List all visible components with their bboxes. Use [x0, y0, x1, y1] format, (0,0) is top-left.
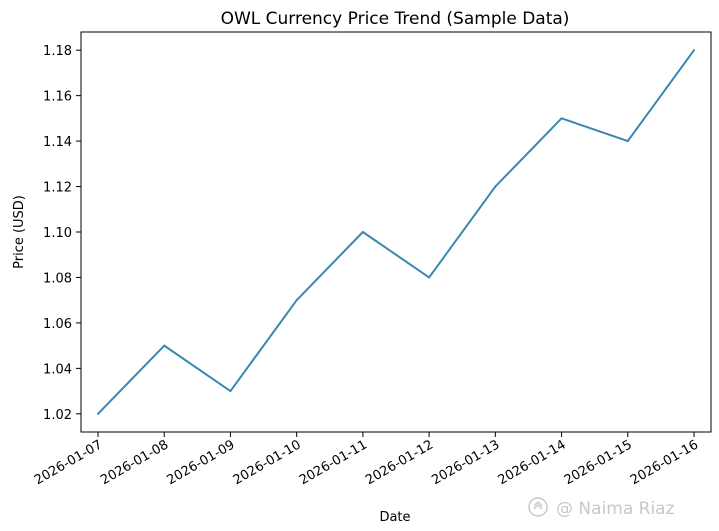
series-layer	[97, 49, 695, 415]
y-tick-label: 1.02	[43, 408, 72, 423]
chart-title: OWL Currency Price Trend (Sample Data)	[221, 9, 570, 29]
plot-area-frame	[80, 31, 712, 433]
x-tick-label: 2026-01-09	[165, 437, 238, 488]
data-point	[361, 231, 364, 233]
x-tick-label: 2026-01-13	[429, 437, 502, 488]
y-tick-label: 1.10	[43, 226, 72, 241]
data-point	[626, 140, 629, 143]
data-point	[494, 185, 497, 188]
data-point	[428, 276, 431, 279]
x-tick-label: 2026-01-12	[363, 437, 436, 488]
x-tick-label: 2026-01-16	[628, 437, 701, 488]
data-point	[97, 412, 99, 415]
x-tick-label: 2026-01-15	[562, 437, 635, 488]
y-tick-label: 1.16	[43, 90, 72, 105]
x-tick-label: 2026-01-11	[297, 437, 370, 488]
data-point	[163, 344, 166, 347]
y-axis: 1.02 1.04 1.06 1.08 1.10 1.12 1.14 1.16 1.18	[43, 44, 81, 423]
data-point	[229, 390, 232, 393]
y-tick-label: 1.08	[43, 271, 72, 286]
data-point	[295, 299, 298, 302]
x-tick-label: 2026-01-14	[496, 437, 569, 488]
y-axis-label: Price (USD)	[12, 195, 27, 269]
y-tick-label: 1.06	[43, 317, 72, 332]
x-tick-label: 2026-01-08	[98, 437, 171, 488]
y-tick-label: 1.12	[43, 181, 72, 196]
data-point	[560, 117, 563, 120]
watermark: @ Naima Riaz	[528, 497, 675, 519]
y-tick-label: 1.18	[43, 44, 72, 59]
x-tick-label: 2026-01-07	[32, 437, 105, 488]
y-tick-label: 1.14	[43, 135, 72, 150]
data-point	[693, 49, 695, 52]
watermark-text: @ Naima Riaz	[556, 499, 675, 519]
x-axis: 2026-01-072026-01-082026-01-092026-01-10…	[32, 432, 701, 488]
price-series-line	[97, 49, 695, 415]
watermark-logo-icon	[528, 497, 548, 517]
x-axis-label: Date	[379, 510, 410, 525]
y-tick-label: 1.04	[43, 362, 72, 377]
x-tick-label: 2026-01-10	[231, 437, 304, 488]
